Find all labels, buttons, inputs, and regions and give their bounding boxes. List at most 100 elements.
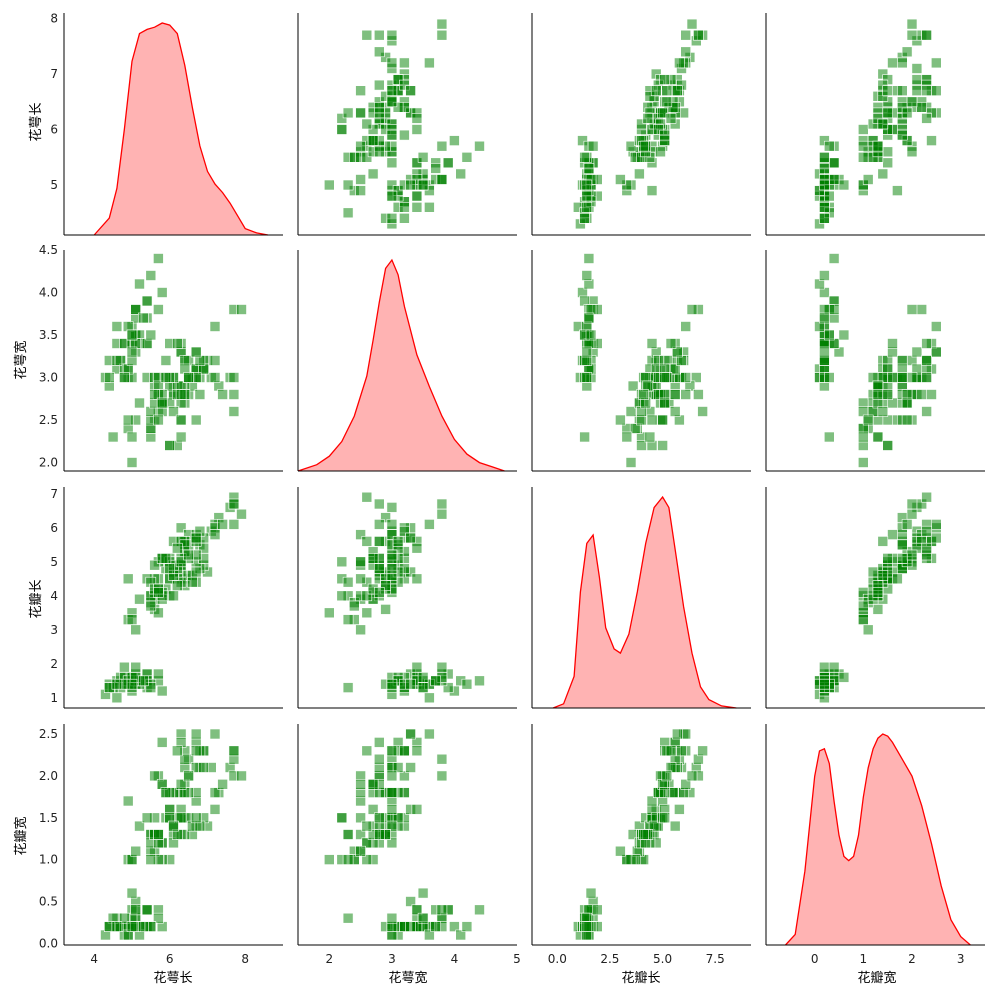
scatter-point [417, 912, 429, 924]
scatter-point [424, 57, 435, 69]
scatter-point [361, 152, 373, 163]
y-tick-label: 1 [50, 691, 58, 705]
scatter-point [872, 604, 884, 615]
kde-line-3 [552, 495, 737, 709]
scatter-point [583, 312, 595, 324]
scatter-point [119, 661, 130, 673]
scatter-point [126, 678, 138, 690]
scatter-point [126, 614, 138, 625]
scatter-point [424, 692, 435, 704]
y-tick-label: 4 [50, 589, 58, 603]
scatter-point [857, 140, 869, 152]
scatter-point [634, 168, 645, 180]
scatter-point [615, 845, 626, 857]
x-tick-label: 3 [957, 952, 965, 966]
scatter-point [424, 929, 435, 941]
scatter-point [819, 678, 830, 690]
scatter-point [190, 414, 202, 426]
kde-line-4 [785, 733, 971, 946]
scatter-point [638, 829, 649, 840]
panel-r4-c2 [297, 724, 517, 946]
y-tick-label: 7 [50, 487, 58, 501]
scatter-point [126, 431, 138, 443]
scatter-point [183, 372, 194, 383]
y-tick-label: 5 [50, 555, 58, 569]
scatter-point [583, 253, 595, 264]
scatter-point [579, 213, 590, 224]
scatter-point [411, 573, 423, 585]
scatter-point [190, 728, 202, 740]
scatter-point [355, 845, 366, 857]
panel-r4-c4 [765, 724, 985, 946]
scatter-point [857, 431, 869, 443]
panel-r1-c3 [531, 13, 751, 236]
scatter-point [361, 837, 373, 849]
scatter-point [134, 820, 145, 832]
kde-area-4 [785, 734, 971, 945]
scatter-point [901, 519, 913, 530]
scatter-point [621, 179, 633, 191]
scatter-point [577, 135, 588, 146]
scatter-point [906, 96, 918, 108]
scatter-point [361, 491, 373, 503]
scatter-point [665, 745, 677, 757]
scatter-point [342, 682, 354, 693]
kde-area-2 [298, 260, 505, 471]
scatter-point [392, 812, 404, 824]
scatter-point [930, 346, 942, 358]
scatter-point [209, 804, 221, 815]
scatter-point [872, 389, 884, 400]
x-tick-label: 4 [90, 952, 98, 966]
scatter-point [355, 778, 366, 790]
scatter-point [342, 179, 354, 191]
y-tick-label: 2.0 [39, 769, 58, 783]
scatter-point [411, 157, 423, 169]
x-axis-title-col-3: 花瓣长 [621, 970, 660, 986]
scatter-point [411, 202, 423, 213]
scatter-point [153, 607, 164, 619]
scatter-point [336, 556, 348, 568]
scatter-point [638, 140, 649, 152]
scatter-point [430, 675, 442, 687]
panel-r2-c2 [297, 250, 517, 472]
scatter-point [911, 63, 923, 74]
panel-r3-c1 [63, 487, 283, 709]
scatter-point [659, 129, 671, 141]
scatter-point [386, 96, 398, 108]
scatter-point [680, 321, 692, 332]
scatter-point [190, 812, 202, 824]
kde-area-3 [553, 497, 737, 708]
scatter-point [665, 113, 677, 124]
scatter-point [857, 614, 869, 625]
scatter-point [168, 820, 179, 832]
scatter-point [636, 118, 647, 130]
scatter-point [164, 563, 175, 574]
scatter-point [911, 74, 923, 85]
scatter-point [930, 321, 942, 332]
x-axis-title-col-1: 花萼长 [153, 970, 192, 986]
scatter-point [361, 820, 373, 832]
scatter-point [373, 587, 385, 598]
scatter-point [355, 556, 366, 568]
y-tick-label: 3.5 [39, 328, 58, 342]
scatter-point [411, 804, 423, 815]
scatter-point [141, 904, 153, 916]
scatter-point [126, 457, 138, 468]
scatter-point [386, 519, 398, 530]
scatter-point [916, 389, 928, 400]
scatter-point [411, 661, 423, 673]
scatter-point [693, 29, 704, 41]
scatter-point [361, 118, 373, 130]
scatter-point [111, 321, 123, 332]
scatter-point [405, 179, 416, 191]
scatter-point [921, 491, 932, 503]
scatter-point [111, 355, 123, 366]
scatter-point [153, 829, 164, 840]
scatter-point [862, 624, 874, 636]
scatter-point [134, 397, 145, 409]
scatter-point [323, 854, 335, 865]
scatter-point [474, 904, 485, 916]
scatter-point [819, 179, 830, 191]
y-tick-label: 3 [50, 623, 58, 637]
scatter-point [355, 85, 366, 96]
